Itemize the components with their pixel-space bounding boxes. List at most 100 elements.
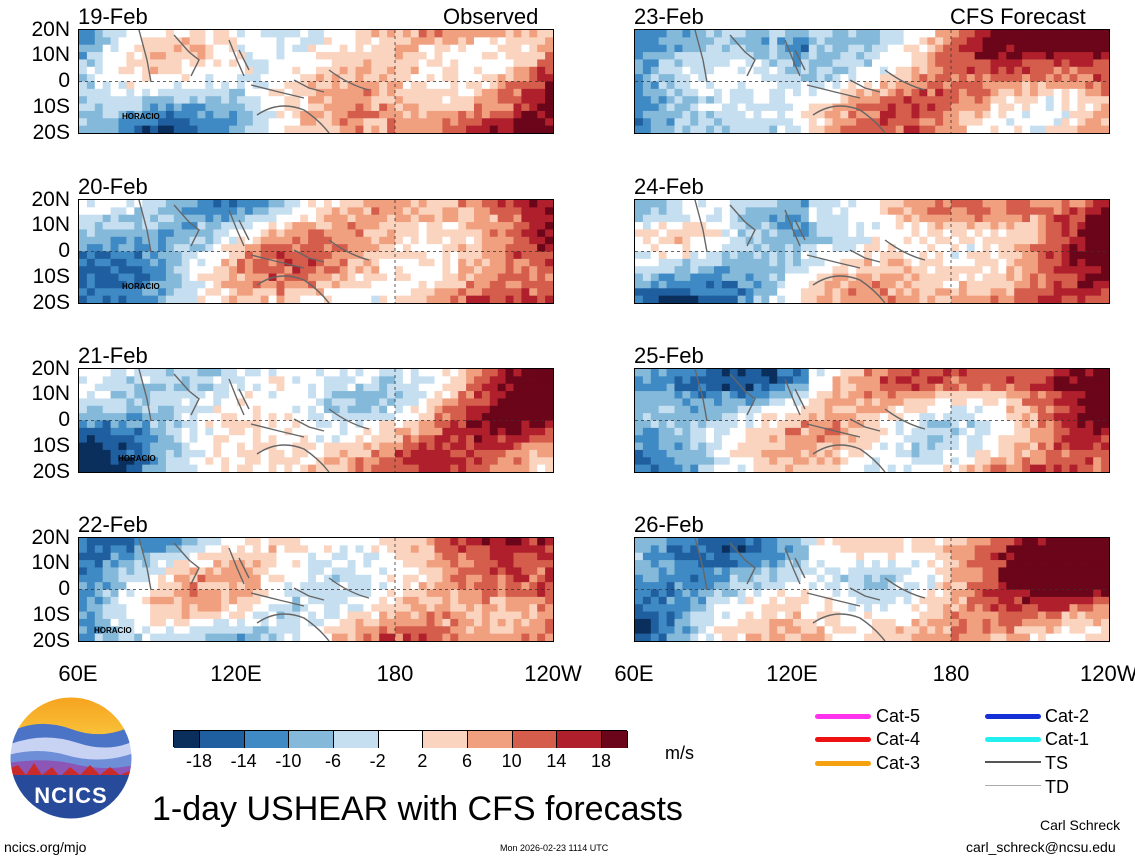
heatmap-cell	[426, 52, 436, 61]
heatmap-cell	[150, 266, 159, 275]
heatmap-cell	[895, 266, 905, 275]
heatmap-cell	[418, 464, 428, 472]
heatmap-cell	[410, 200, 420, 208]
heatmap-cell	[86, 449, 96, 458]
heatmap-cell	[410, 604, 420, 613]
heatmap-cell	[426, 125, 436, 133]
heatmap-cell	[974, 244, 984, 253]
heatmap-cell	[529, 560, 538, 569]
heatmap-cell	[848, 44, 857, 53]
heatmap-cell	[1037, 59, 1047, 68]
heatmap-cell	[856, 200, 865, 208]
heatmap-cell	[323, 420, 333, 429]
heatmap-cell	[134, 604, 143, 613]
heatmap-cell	[142, 273, 151, 282]
heatmap-cell	[450, 560, 459, 569]
heatmap-cell	[142, 103, 151, 112]
heatmap-cell	[1093, 251, 1102, 260]
heatmap-cell	[300, 405, 309, 414]
heatmap-cell	[347, 81, 357, 90]
heatmap-cell	[276, 405, 285, 414]
heatmap-cell	[990, 273, 999, 282]
heatmap-cell	[300, 295, 309, 303]
heatmap-cell	[142, 449, 151, 458]
heatmap-cell	[205, 229, 214, 238]
heatmap-cell	[974, 236, 984, 245]
heatmap-cell	[935, 200, 944, 208]
heatmap-cell	[165, 118, 175, 127]
heatmap-cell	[505, 626, 515, 635]
heatmap-cell	[268, 74, 278, 83]
heatmap-cell	[690, 200, 699, 208]
heatmap-cell	[426, 229, 436, 238]
heatmap-cell	[387, 618, 396, 627]
heatmap-cell	[450, 633, 459, 641]
heatmap-cell	[864, 59, 873, 68]
heatmap-cell	[339, 376, 349, 385]
heatmap-cell	[86, 545, 96, 554]
heatmap-cell	[1006, 266, 1015, 275]
heatmap-cell	[418, 258, 428, 267]
heatmap-cell	[86, 200, 96, 208]
heatmap-cell	[721, 118, 731, 127]
heatmap-cell	[347, 74, 357, 83]
heatmap-cell	[426, 538, 436, 546]
heatmap-cell	[165, 244, 175, 253]
heatmap-cell	[339, 214, 349, 223]
heatmap-cell	[118, 567, 127, 576]
heatmap-cell	[102, 596, 112, 605]
heatmap-cell	[292, 125, 301, 133]
heatmap-cell	[126, 280, 135, 289]
heatmap-cell	[355, 442, 364, 451]
heatmap-cell	[521, 420, 530, 429]
heatmap-cell	[205, 103, 214, 112]
heatmap-cell	[513, 383, 522, 392]
heatmap-cell	[126, 110, 135, 119]
heatmap-cell	[347, 288, 357, 297]
heatmap-cell	[284, 207, 293, 216]
heatmap-cell	[102, 222, 112, 231]
heatmap-cell	[418, 295, 428, 303]
heatmap-cell	[418, 420, 428, 429]
heatmap-cell	[426, 442, 436, 451]
heatmap-cell	[698, 74, 707, 83]
heatmap-cell	[879, 96, 889, 105]
heatmap-cell	[489, 464, 499, 472]
heatmap-cell	[513, 589, 522, 598]
heatmap-cell	[229, 633, 238, 641]
heatmap-cell	[395, 244, 404, 253]
heatmap-cell	[466, 405, 475, 414]
observed-label: Observed	[443, 4, 539, 29]
heatmap-cell	[355, 376, 364, 385]
heatmap-cell	[982, 229, 992, 238]
heatmap-cell	[872, 96, 881, 105]
heatmap-cell	[848, 236, 857, 245]
heatmap-cell	[450, 103, 459, 112]
heatmap-cell	[221, 251, 230, 260]
heatmap-cell	[268, 626, 278, 635]
heatmap-cell	[489, 420, 499, 429]
heatmap-cell	[86, 251, 96, 260]
heatmap-cell	[521, 266, 530, 275]
heatmap-cell	[808, 103, 818, 112]
heatmap-cell	[418, 413, 428, 422]
heatmap-cell	[674, 273, 683, 282]
heatmap-cell	[213, 618, 222, 627]
heatmap-cell	[895, 66, 905, 75]
heatmap-cell	[721, 214, 731, 223]
heatmap-cell	[729, 118, 739, 127]
heatmap-cell	[284, 633, 293, 641]
heatmap-cell	[856, 110, 865, 119]
heatmap-cell	[94, 30, 104, 38]
heatmap-cell	[316, 376, 325, 385]
heatmap-cell	[434, 457, 443, 466]
heatmap-cell	[86, 288, 96, 297]
heatmap-cell	[300, 391, 309, 400]
heatmap-cell	[489, 258, 499, 267]
heatmap-cell	[197, 222, 206, 231]
heatmap-cell	[118, 369, 127, 377]
heatmap-cell	[958, 280, 968, 289]
heatmap-cell	[426, 214, 436, 223]
heatmap-cell	[197, 266, 206, 275]
heatmap-cell	[848, 214, 857, 223]
